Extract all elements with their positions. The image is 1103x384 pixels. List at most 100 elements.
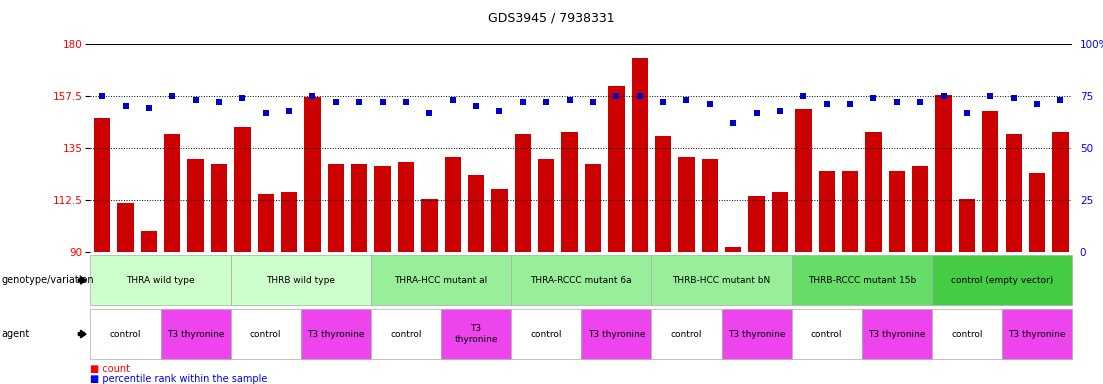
Bar [281,192,298,252]
Bar [1002,309,1072,359]
Point [374,99,392,105]
Bar [161,309,231,359]
Text: ■ percentile rank within the sample: ■ percentile rank within the sample [90,374,268,384]
Bar [511,255,652,305]
Bar [749,196,764,252]
Point [560,97,578,103]
Point [865,95,882,101]
Bar [371,255,511,305]
Bar [445,157,461,252]
Bar [90,255,231,305]
Bar [932,309,1002,359]
Text: THRA wild type: THRA wild type [126,276,195,285]
Bar [441,309,511,359]
Point [117,103,135,109]
Text: control: control [390,329,421,339]
Point [1005,95,1022,101]
Point [794,93,812,99]
Point [771,108,789,114]
Bar [772,192,789,252]
Text: T3 thyronine: T3 thyronine [728,329,785,339]
Point [585,99,602,105]
Bar [795,109,812,252]
Point [351,99,368,105]
Point [280,108,298,114]
Bar [468,175,484,252]
Point [234,95,251,101]
Bar [702,159,718,252]
Text: control: control [110,329,141,339]
Bar [211,164,227,252]
Point [211,99,228,105]
Point [186,97,204,103]
Text: agent: agent [1,329,30,339]
Bar [725,247,741,252]
Text: THRB-HCC mutant bN: THRB-HCC mutant bN [673,276,771,285]
Point [443,97,461,103]
Point [140,105,158,111]
Point [491,108,508,114]
Point [94,93,111,99]
Bar [792,309,861,359]
Text: GDS3945 / 7938331: GDS3945 / 7938331 [489,12,614,25]
Bar [959,199,975,252]
Text: control: control [811,329,843,339]
Text: control: control [951,329,983,339]
Bar [421,199,438,252]
Bar [935,95,952,252]
Point [631,93,649,99]
Text: control (empty vector): control (empty vector) [951,276,1053,285]
Text: ■ count: ■ count [90,364,130,374]
Bar [164,134,181,252]
Text: T3 thyronine: T3 thyronine [868,329,925,339]
Point [326,99,344,105]
Text: control: control [671,329,703,339]
Point [677,97,695,103]
Text: THRA-RCCC mutant 6a: THRA-RCCC mutant 6a [531,276,632,285]
Bar [301,309,371,359]
Bar [721,309,792,359]
Point [748,109,765,116]
Bar [792,255,932,305]
Bar [511,309,581,359]
Point [1051,97,1069,103]
Text: THRB wild type: THRB wild type [266,276,335,285]
Bar [188,159,204,252]
Bar [1029,173,1046,252]
Bar [90,309,161,359]
Bar [861,309,932,359]
Text: T3 thyronine: T3 thyronine [307,329,365,339]
Text: THRA-HCC mutant al: THRA-HCC mutant al [395,276,488,285]
Text: control: control [250,329,281,339]
Text: control: control [531,329,561,339]
Point [537,99,555,105]
Bar [398,162,414,252]
Point [163,93,181,99]
Point [725,120,742,126]
Bar [655,136,672,252]
Bar [304,97,321,252]
Bar [374,166,390,252]
Bar [351,164,367,252]
Point [959,109,976,116]
Point [702,101,719,108]
Bar [94,118,110,252]
Bar [632,58,647,252]
Text: THRB-RCCC mutant 15b: THRB-RCCC mutant 15b [807,276,915,285]
Text: genotype/variation: genotype/variation [1,275,94,285]
Bar [912,166,929,252]
Point [397,99,415,105]
Bar [982,111,998,252]
Point [514,99,532,105]
Bar [561,132,578,252]
Bar [1052,132,1069,252]
Point [654,99,672,105]
Point [303,93,321,99]
Bar [585,164,601,252]
Bar [234,127,250,252]
Bar [652,255,792,305]
Bar [608,86,624,252]
Bar [932,255,1072,305]
Bar [678,157,695,252]
Point [1028,101,1046,108]
